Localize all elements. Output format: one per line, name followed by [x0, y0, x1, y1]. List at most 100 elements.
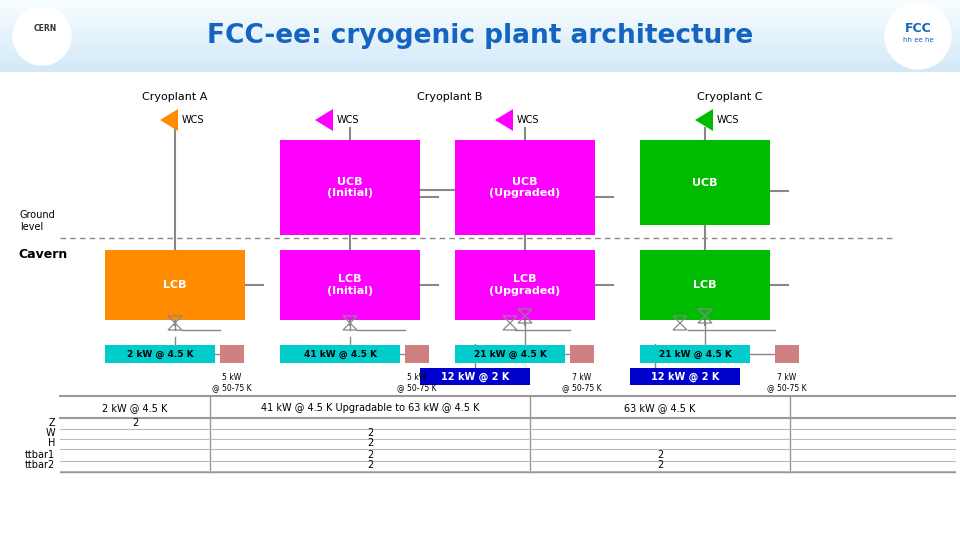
Text: 12 kW @ 2 K: 12 kW @ 2 K	[441, 372, 509, 382]
Text: Cryoplant A: Cryoplant A	[142, 92, 207, 102]
Bar	[0, 26, 960, 27]
Text: 12 kW @ 2 K: 12 kW @ 2 K	[651, 372, 719, 382]
Bar	[0, 53, 960, 54]
Bar	[0, 66, 960, 67]
Bar	[0, 71, 960, 72]
Polygon shape	[315, 109, 333, 131]
Bar	[105, 250, 245, 320]
Text: 5 kW
@ 50-75 K: 5 kW @ 50-75 K	[212, 373, 252, 393]
Text: 2: 2	[657, 460, 663, 470]
Bar	[0, 8, 960, 9]
Bar	[570, 345, 594, 363]
Bar	[0, 12, 960, 13]
Bar	[0, 1, 960, 2]
Circle shape	[885, 3, 951, 69]
Polygon shape	[160, 109, 178, 131]
Text: 2: 2	[367, 460, 373, 470]
Bar	[0, 59, 960, 60]
Text: UCB: UCB	[692, 178, 718, 187]
Bar	[0, 29, 960, 30]
Bar	[0, 60, 960, 61]
Text: 5 kW
@ 50-75 K: 5 kW @ 50-75 K	[397, 373, 437, 393]
Bar	[0, 23, 960, 24]
Bar	[0, 15, 960, 16]
Bar	[0, 39, 960, 40]
Text: UCB
(Upgraded): UCB (Upgraded)	[490, 177, 561, 198]
Text: 41 kW @ 4.5 K: 41 kW @ 4.5 K	[303, 349, 376, 359]
Text: 7 kW
@ 50-75 K: 7 kW @ 50-75 K	[563, 373, 602, 393]
Text: 2: 2	[367, 438, 373, 448]
Bar	[280, 250, 420, 320]
Bar	[775, 345, 799, 363]
Bar	[0, 17, 960, 18]
Bar	[0, 28, 960, 29]
Text: 7 kW
@ 50-75 K: 7 kW @ 50-75 K	[767, 373, 806, 393]
Bar	[0, 19, 960, 20]
Text: hh ee he: hh ee he	[902, 37, 933, 43]
Text: 2: 2	[132, 418, 138, 428]
Bar	[0, 21, 960, 22]
Bar	[0, 18, 960, 19]
Text: ttbar2: ttbar2	[25, 460, 55, 470]
Bar	[0, 3, 960, 4]
Text: H: H	[48, 438, 55, 448]
Bar	[0, 50, 960, 51]
Bar	[0, 49, 960, 50]
Bar	[0, 16, 960, 17]
Text: FCC-ee: cryogenic plant architecture: FCC-ee: cryogenic plant architecture	[206, 23, 754, 49]
Bar	[0, 56, 960, 57]
Text: LCB
(Upgraded): LCB (Upgraded)	[490, 274, 561, 296]
Bar	[0, 33, 960, 34]
Polygon shape	[695, 109, 713, 131]
Bar	[0, 20, 960, 21]
Text: 21 kW @ 4.5 K: 21 kW @ 4.5 K	[659, 349, 732, 359]
Text: LCB: LCB	[163, 280, 187, 290]
Bar	[0, 64, 960, 65]
Bar	[455, 250, 595, 320]
Bar	[0, 32, 960, 33]
Text: 63 kW @ 4.5 K: 63 kW @ 4.5 K	[624, 403, 696, 413]
Bar	[0, 35, 960, 36]
Text: W: W	[45, 428, 55, 438]
Bar	[0, 69, 960, 70]
Bar	[105, 345, 215, 363]
Bar	[0, 57, 960, 58]
Bar	[0, 37, 960, 38]
Bar	[0, 42, 960, 43]
Bar	[0, 14, 960, 15]
Bar	[0, 11, 960, 12]
Bar	[0, 0, 960, 1]
Bar	[0, 68, 960, 69]
Bar	[0, 62, 960, 63]
Bar	[455, 140, 595, 235]
Bar	[0, 13, 960, 14]
Bar	[0, 27, 960, 28]
Text: 41 kW @ 4.5 K Upgradable to 63 kW @ 4.5 K: 41 kW @ 4.5 K Upgradable to 63 kW @ 4.5 …	[261, 403, 479, 413]
Bar	[0, 44, 960, 45]
Bar	[0, 25, 960, 26]
Text: FCC: FCC	[904, 22, 931, 35]
Bar	[630, 368, 740, 385]
Bar	[0, 22, 960, 23]
Text: LCB: LCB	[693, 280, 717, 290]
Text: Z: Z	[48, 418, 55, 428]
Bar	[0, 45, 960, 46]
Bar	[0, 31, 960, 32]
Bar	[0, 24, 960, 25]
Bar	[0, 67, 960, 68]
Bar	[0, 46, 960, 47]
Bar	[0, 63, 960, 64]
Text: 2: 2	[367, 450, 373, 460]
Bar	[0, 55, 960, 56]
Text: Cryoplant B: Cryoplant B	[418, 92, 483, 102]
Bar	[0, 34, 960, 35]
Circle shape	[13, 7, 71, 65]
Bar	[405, 345, 429, 363]
Polygon shape	[495, 109, 513, 131]
Bar	[640, 140, 770, 225]
Bar	[0, 65, 960, 66]
Bar	[0, 70, 960, 71]
Text: Cavern: Cavern	[18, 248, 67, 261]
Text: 2: 2	[367, 428, 373, 438]
Bar	[0, 6, 960, 7]
